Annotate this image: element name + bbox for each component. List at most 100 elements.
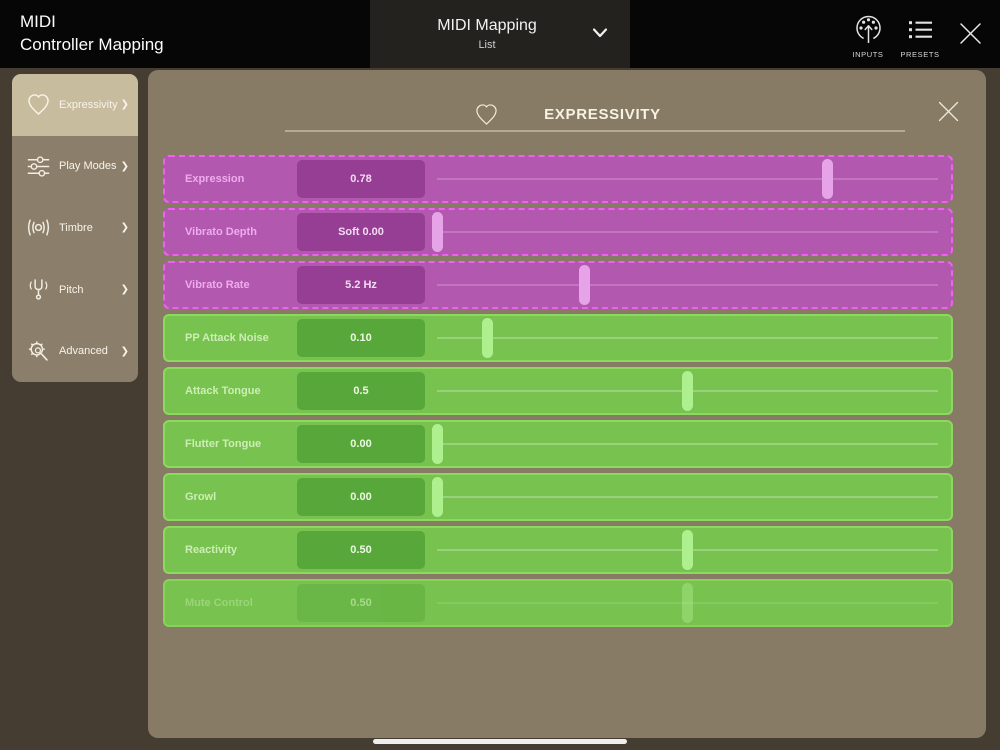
slider-value: 0.10 xyxy=(350,332,372,344)
slider-handle[interactable] xyxy=(431,424,443,464)
dropdown-title: MIDI Mapping xyxy=(437,17,537,34)
sidebar-item-label: Timbre xyxy=(59,221,93,234)
slider-row: Reactivity 0.50 xyxy=(163,526,953,574)
panel-header: EXPRESSIVITY xyxy=(148,96,986,132)
inputs-button[interactable]: INPUTS xyxy=(842,15,894,59)
slider-label: Vibrato Depth xyxy=(185,226,257,238)
slider-row: Mute Control 0.50 xyxy=(163,579,953,627)
chevron-right-icon: ❯ xyxy=(120,284,129,296)
heart-icon xyxy=(476,103,497,125)
slider-value: 0.78 xyxy=(350,173,372,185)
close-icon xyxy=(938,101,959,122)
slider-handle[interactable] xyxy=(481,318,493,358)
sidebar-item-label: Advanced xyxy=(59,345,108,358)
expressivity-panel: EXPRESSIVITY Expression 0.78 Vibrato Dep… xyxy=(148,70,986,738)
tuning-fork-icon xyxy=(29,279,48,300)
sidebar-item-play-modes[interactable]: Play Modes ❯ xyxy=(12,136,138,198)
sidebar-item-label: Expressivity xyxy=(59,98,118,111)
timbre-resonance-icon xyxy=(27,219,50,237)
slider-value: 0.50 xyxy=(350,597,372,609)
slider-row: Vibrato Rate 5.2 Hz xyxy=(163,261,953,309)
sidebar-item-label: Play Modes xyxy=(59,160,117,173)
slider-value: 0.00 xyxy=(350,491,372,503)
slider-value: 0.00 xyxy=(350,438,372,450)
chevron-right-icon: ❯ xyxy=(120,345,129,357)
slider-row: Flutter Tongue 0.00 xyxy=(163,420,953,468)
sidebar-item-timbre[interactable]: Timbre ❯ xyxy=(12,197,138,259)
chevron-right-icon: ❯ xyxy=(120,160,129,172)
slider-track[interactable] xyxy=(437,496,938,498)
list-icon xyxy=(908,21,932,39)
slider-row: PP Attack Noise 0.10 xyxy=(163,314,953,362)
sidebar: Expressivity ❯ Play Modes ❯ xyxy=(12,74,138,382)
chevron-down-icon xyxy=(592,28,608,38)
panel-title: EXPRESSIVITY xyxy=(544,105,661,123)
slider-label: Expression xyxy=(185,173,245,185)
sidebar-item-pitch[interactable]: Pitch ❯ xyxy=(12,259,138,321)
slider-row: Expression 0.78 xyxy=(163,155,953,203)
slider-value-box[interactable]: 0.5 xyxy=(297,372,425,410)
slider-value: Soft 0.00 xyxy=(338,226,384,238)
heart-icon xyxy=(28,94,49,116)
slider-label: Growl xyxy=(185,491,217,503)
slider-row: Growl 0.00 xyxy=(163,473,953,521)
slider-handle[interactable] xyxy=(682,530,693,570)
slider-track[interactable] xyxy=(437,337,938,339)
slider-handle[interactable] xyxy=(682,583,693,623)
slider-value-box[interactable]: Soft 0.00 xyxy=(297,213,425,251)
chevron-right-icon: ❯ xyxy=(120,99,129,111)
topbar-actions: INPUTS PRESETS xyxy=(842,0,994,68)
midi-mapping-dropdown[interactable]: MIDI Mapping List xyxy=(370,0,630,68)
app-title-line1: MIDI xyxy=(20,12,56,31)
slider-value: 0.5 xyxy=(353,385,369,397)
presets-label: PRESETS xyxy=(900,50,940,59)
slider-label: Attack Tongue xyxy=(185,385,261,397)
app-title: MIDI Controller Mapping xyxy=(20,10,164,56)
slider-handle[interactable] xyxy=(431,477,443,517)
slider-value: 5.2 Hz xyxy=(345,279,377,291)
inputs-label: INPUTS xyxy=(852,50,884,59)
chevron-right-icon: ❯ xyxy=(120,222,129,234)
slider-label: Vibrato Rate xyxy=(185,279,250,291)
dropdown-subtitle: List xyxy=(478,39,496,51)
slider-value: 0.50 xyxy=(350,544,372,556)
home-indicator[interactable] xyxy=(373,739,627,744)
slider-track[interactable] xyxy=(437,443,938,445)
slider-list: Expression 0.78 Vibrato Depth Soft 0.00 … xyxy=(163,155,953,632)
slider-track[interactable] xyxy=(437,231,938,233)
dropdown-text: MIDI Mapping List xyxy=(437,17,537,51)
presets-button[interactable]: PRESETS xyxy=(894,15,946,59)
slider-label: Mute Control xyxy=(185,597,253,609)
slider-label: Flutter Tongue xyxy=(185,438,262,450)
topbar: MIDI Controller Mapping MIDI Mapping Lis… xyxy=(0,0,1000,68)
slider-row: Attack Tongue 0.5 xyxy=(163,367,953,415)
gear-magnifier-icon xyxy=(28,341,48,361)
app-title-line2: Controller Mapping xyxy=(20,35,164,54)
slider-label: Reactivity xyxy=(185,544,237,556)
header-underline xyxy=(285,130,905,132)
slider-handle[interactable] xyxy=(682,371,693,411)
slider-row: Vibrato Depth Soft 0.00 xyxy=(163,208,953,256)
slider-value-box[interactable]: 0.00 xyxy=(297,425,425,463)
slider-handle[interactable] xyxy=(822,159,834,199)
mixer-sliders-icon xyxy=(27,156,50,177)
close-app-button[interactable] xyxy=(946,21,994,46)
panel-close-button[interactable] xyxy=(937,100,960,123)
slider-value-box[interactable]: 0.00 xyxy=(297,478,425,516)
slider-value-box[interactable]: 0.50 xyxy=(297,531,425,569)
slider-handle[interactable] xyxy=(431,212,443,252)
sidebar-item-advanced[interactable]: Advanced ❯ xyxy=(12,320,138,382)
slider-track[interactable] xyxy=(437,602,938,604)
slider-value-box[interactable]: 0.10 xyxy=(297,319,425,357)
midi-din-icon xyxy=(855,15,881,43)
slider-track[interactable] xyxy=(437,178,938,180)
slider-handle[interactable] xyxy=(579,265,591,305)
slider-value-box[interactable]: 0.78 xyxy=(297,160,425,198)
slider-label: PP Attack Noise xyxy=(185,332,269,344)
slider-value-box[interactable]: 0.50 xyxy=(297,584,425,622)
slider-value-box[interactable]: 5.2 Hz xyxy=(297,266,425,304)
slider-track[interactable] xyxy=(437,284,938,286)
close-icon xyxy=(959,23,981,44)
sidebar-item-expressivity[interactable]: Expressivity ❯ xyxy=(12,74,138,136)
